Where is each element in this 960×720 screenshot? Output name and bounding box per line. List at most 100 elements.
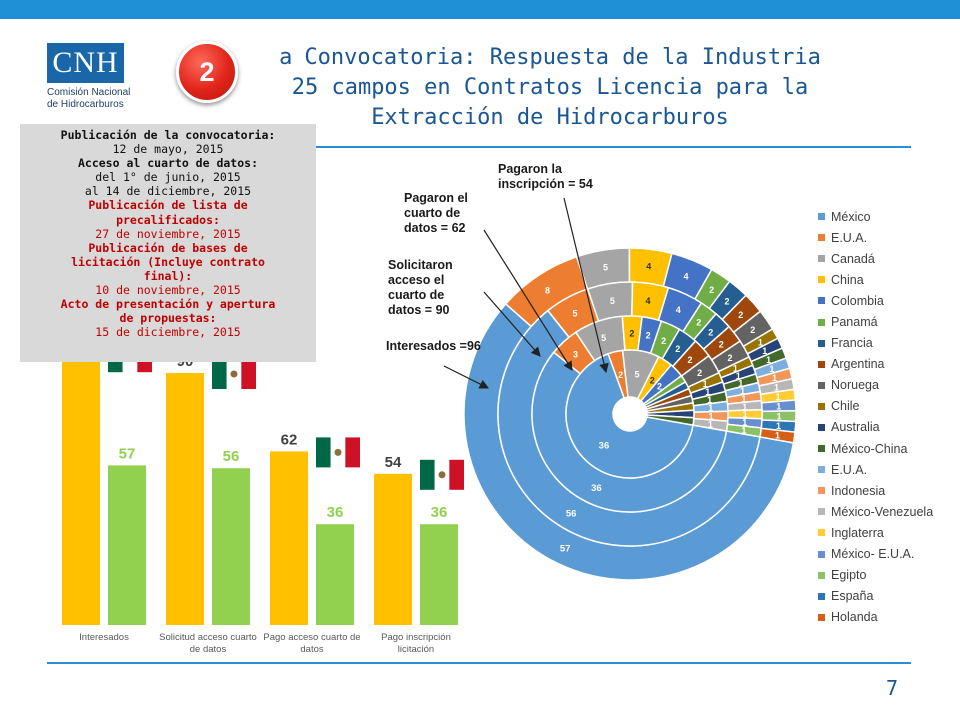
segment-label: 57 [560, 544, 571, 555]
annotation-line: Interesados =96 [386, 339, 481, 353]
logo-line-2: de Hidrocarburos [47, 99, 124, 110]
legend-label: Canadá [831, 251, 875, 266]
annotation-line: datos = 62 [404, 221, 466, 235]
annotation-line: cuarto de [404, 206, 461, 220]
bar [316, 524, 354, 625]
page-title: a Convocatoria: Respuesta de la Industria… [150, 43, 950, 133]
mexico-flag-icon [316, 437, 360, 468]
title-line-1: Convocatoria: Respuesta de la Industria [304, 45, 821, 70]
bar-value-label: 36 [327, 504, 344, 521]
segment-label: 36 [599, 441, 610, 452]
segment-label: 1 [776, 402, 781, 412]
bar [270, 451, 308, 625]
segment-label: 5 [610, 296, 615, 306]
category-label: Pago acceso cuarto de [263, 632, 360, 643]
segment-label: 1 [736, 371, 741, 381]
legend-label: Australia [831, 420, 880, 435]
segment-label: 2 [719, 340, 724, 350]
timeline-line: al 14 de diciembre, 2015 [84, 184, 252, 199]
header-divider [47, 146, 911, 148]
legend-label: México-China [831, 441, 908, 456]
segment-label: 1 [762, 346, 767, 356]
bar [420, 524, 458, 625]
segment-label: 1 [705, 387, 710, 397]
category-label: licitación [398, 644, 434, 655]
segment-label: 1 [774, 383, 779, 393]
legend-label: Egipto [831, 568, 867, 583]
legend-item: China [818, 269, 933, 290]
legend-item: Chile [818, 396, 933, 417]
category-label: Solicitud acceso cuarto [159, 632, 257, 643]
segment-label: 5 [603, 263, 608, 273]
segment-label: 2 [657, 382, 662, 392]
segment-label: 4 [646, 296, 651, 306]
annotation-line: inscripción = 54 [498, 177, 593, 191]
legend-item: México- E.U.A. [818, 544, 933, 565]
top-bar [0, 0, 960, 19]
segment-label: 2 [646, 331, 651, 341]
segment-label: 2 [696, 317, 701, 327]
segment-label: 1 [776, 421, 781, 431]
legend-item: México-China [818, 438, 933, 459]
legend-item: Colombia [818, 290, 933, 311]
bar [108, 465, 146, 625]
annotation-pagaron-cuarto: Pagaron el cuarto de datos = 62 [404, 191, 468, 236]
annotation-line: Pagaron la [498, 162, 562, 176]
segment-label: 1 [742, 410, 747, 420]
legend-swatch [818, 529, 825, 537]
segment-label: 2 [650, 376, 655, 386]
segment-label: 1 [703, 379, 708, 389]
bar-value-label: 56 [223, 448, 240, 465]
legend-swatch [818, 360, 825, 368]
title-line-2: 25 campos en Contratos Licencia para la [291, 75, 809, 100]
timeline-line: precalificados: [116, 212, 220, 227]
legend-label: México- E.U.A. [831, 547, 915, 562]
bar [212, 468, 250, 625]
legend-label: Holanda [831, 610, 878, 625]
segment-label: 3 [573, 350, 578, 360]
legend-item: España [818, 586, 933, 607]
legend-label: México [831, 209, 871, 224]
legend-swatch [818, 508, 825, 516]
timeline-line: final): [143, 268, 193, 283]
segment-label: 4 [683, 271, 688, 281]
segment-label: 2 [697, 368, 702, 378]
bar [374, 473, 412, 625]
segment-label: 1 [708, 420, 713, 430]
annotation-line: Solicitaron [388, 258, 453, 272]
title-line-3: Extracción de Hidrocarburos [371, 105, 729, 130]
bar-value-label: 54 [385, 454, 402, 471]
bar [62, 356, 100, 625]
category-label: de datos [190, 644, 227, 655]
timeline-line: 12 de mayo, 2015 [112, 142, 224, 157]
legend-label: China [831, 272, 864, 287]
legend-swatch [818, 318, 825, 326]
segment-label: 4 [676, 305, 681, 315]
legend-item: México [818, 206, 933, 227]
segment-label: 5 [572, 309, 577, 319]
legend-swatch [818, 402, 825, 410]
legend-swatch [818, 445, 825, 453]
segment-label: 1 [769, 364, 774, 374]
annotation-solicitaron: Solicitaron acceso el cuarto de datos = 90 [388, 258, 453, 318]
mexico-flag-icon [212, 359, 256, 389]
page-number: 7 [886, 676, 899, 700]
legend-label: E.U.A. [831, 462, 868, 477]
legend-swatch [818, 234, 825, 242]
logo-line-1: Comisión Nacional [47, 87, 131, 98]
timeline-line: Acceso al cuarto de datos: [77, 156, 258, 171]
legend-label: Colombia [831, 293, 884, 308]
timeline-line: 27 de noviembre, 2015 [95, 226, 241, 241]
legend-label: España [831, 589, 874, 604]
legend-item: E.U.A. [818, 227, 933, 248]
bar-value-label: 36 [431, 504, 448, 521]
timeline-line: 15 de diciembre, 2015 [95, 325, 241, 340]
timeline-line: 10 de noviembre, 2015 [95, 283, 241, 298]
segment-label: 2 [661, 336, 666, 346]
legend-label: Francia [831, 336, 873, 351]
round-number-badge: 2 [176, 41, 238, 103]
legend-item: Inglaterra [818, 522, 933, 543]
legend-label: Inglaterra [831, 525, 884, 540]
logo-brand: CNH [47, 43, 124, 83]
segment-label: 2 [709, 285, 714, 295]
